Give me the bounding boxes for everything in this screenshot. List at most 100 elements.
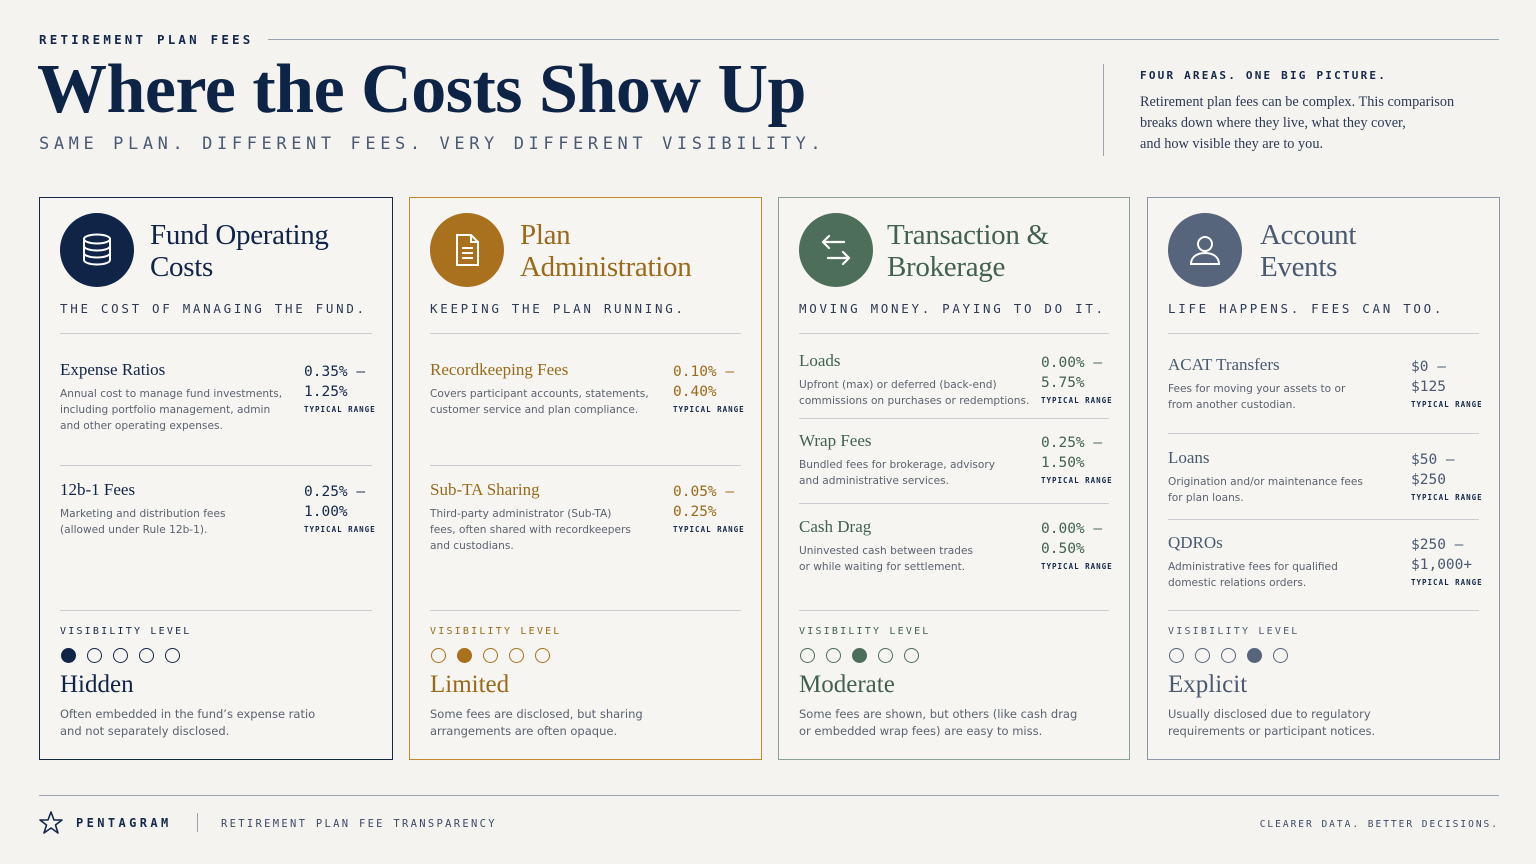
fee-item: Recordkeeping Fees Covers participant ac…	[430, 360, 744, 418]
visibility-label: VISIBILITY LEVEL	[60, 626, 192, 637]
fee-description: Annual cost to manage fund investments, …	[60, 386, 282, 434]
range-value: 0.25%	[673, 504, 717, 520]
fee-range: 0.05% – 0.25% TYPICAL RANGE	[673, 482, 744, 534]
range-value: 1.00%	[304, 504, 348, 520]
fee-name: Recordkeeping Fees	[430, 360, 569, 379]
eyebrow-rule	[267, 38, 1499, 40]
visibility-dot	[139, 648, 154, 663]
fee-desc-line: domestic relations orders.	[1168, 577, 1307, 589]
card-tagline: KEEPING THE PLAN RUNNING.	[430, 301, 686, 316]
fee-desc-line: Origination and/or maintenance fees	[1168, 476, 1363, 488]
fee-name: Sub-TA Sharing	[430, 480, 540, 499]
visibility-desc-line: Some fees are shown, but others (like ca…	[799, 707, 1078, 721]
range-value: 0.05% –	[673, 484, 735, 500]
visibility-label: VISIBILITY LEVEL	[430, 626, 562, 637]
visibility-desc-line: Some fees are disclosed, but sharing	[430, 707, 643, 721]
divider	[430, 465, 741, 466]
fee-range: 0.10% – 0.40% TYPICAL RANGE	[673, 362, 744, 414]
fee-desc-line: Uninvested cash between trades	[799, 545, 974, 557]
intro-line: and how visible they are to you.	[1140, 136, 1324, 152]
card-title-line: Brokerage	[887, 251, 1006, 283]
visibility-dot	[878, 648, 893, 663]
divider	[799, 503, 1109, 504]
card-title: Transaction & Brokerage	[887, 219, 1049, 283]
fee-item: 12b-1 Fees Marketing and distribution fe…	[60, 480, 376, 538]
visibility-dot	[457, 648, 472, 663]
visibility-dot	[1247, 648, 1262, 663]
visibility-dots	[61, 648, 180, 663]
range-value: 0.25% –	[304, 484, 366, 500]
fee-range: $0 – $125 TYPICAL RANGE	[1411, 357, 1483, 409]
fee-desc-line: and administrative services.	[799, 475, 950, 487]
fee-description: Upfront (max) or deferred (back-end) com…	[799, 377, 1030, 409]
visibility-dot	[1221, 648, 1236, 663]
database-icon	[60, 213, 134, 287]
fee-description: Origination and/or maintenance fees for …	[1168, 474, 1383, 506]
fee-description: Covers participant accounts, statements,…	[430, 386, 649, 418]
visibility-dot	[904, 648, 919, 663]
fee-desc-line: Marketing and distribution fees	[60, 508, 226, 520]
card-title-line: Fund Operating	[150, 219, 329, 251]
fee-desc-line: Fees for moving your assets to or	[1168, 383, 1346, 395]
fee-name: Cash Drag	[799, 517, 872, 536]
divider	[430, 610, 741, 611]
visibility-word: Limited	[430, 671, 510, 698]
fee-item: Wrap Fees Bundled fees for brokerage, ad…	[799, 431, 1113, 489]
visibility-desc-line: or embedded wrap fees) are easy to miss.	[799, 724, 1043, 738]
card-title-line: Plan	[520, 219, 571, 251]
visibility-dot	[1273, 648, 1288, 663]
fee-description: Third-party administrator (Sub-TA) fees,…	[430, 506, 645, 554]
range-caption: TYPICAL RANGE	[1041, 476, 1113, 485]
range-caption: TYPICAL RANGE	[1411, 578, 1483, 587]
visibility-label: VISIBILITY LEVEL	[1168, 626, 1300, 637]
fee-desc-line: Upfront (max) or deferred (back-end)	[799, 379, 997, 391]
visibility-desc-line: Often embedded in the fund’s expense rat…	[60, 707, 316, 721]
card-title-line: Administration	[520, 251, 692, 283]
range-value: 0.10% –	[673, 364, 735, 380]
range-caption: TYPICAL RANGE	[1041, 396, 1113, 405]
fee-desc-line: Covers participant accounts, statements,	[430, 388, 649, 400]
fee-item: Expense Ratios Annual cost to manage fun…	[60, 360, 375, 434]
divider	[1168, 610, 1479, 611]
range-caption: TYPICAL RANGE	[1411, 400, 1483, 409]
fee-desc-line: or while waiting for settlement.	[799, 561, 966, 573]
fee-desc-line: commissions on purchases or redemptions.	[799, 395, 1030, 407]
fee-range: 0.25% – 1.50% TYPICAL RANGE	[1041, 433, 1113, 485]
footer-subtitle: RETIREMENT PLAN FEE TRANSPARENCY	[221, 818, 497, 830]
visibility-dots	[1169, 648, 1288, 663]
visibility-word: Hidden	[60, 671, 134, 698]
fee-name: Wrap Fees	[799, 431, 872, 450]
fee-desc-line: for plan loans.	[1168, 492, 1244, 504]
card-transaction-brokerage: Transaction & Brokerage MOVING MONEY. PA…	[778, 197, 1130, 760]
divider	[799, 333, 1109, 334]
card-tagline: THE COST OF MANAGING THE FUND.	[60, 301, 367, 316]
footer-tagline: CLEARER DATA. BETTER DECISIONS.	[1259, 819, 1499, 830]
visibility-dot	[852, 648, 867, 663]
fee-description: Uninvested cash between trades or while …	[799, 543, 1014, 575]
range-value: $125	[1411, 379, 1446, 395]
fee-desc-line: and custodians.	[430, 540, 514, 552]
visibility-dots	[431, 648, 550, 663]
visibility-dot	[113, 648, 128, 663]
fee-name: Loans	[1168, 448, 1210, 467]
eyebrow-row: RETIREMENT PLAN FEES	[39, 31, 1499, 47]
visibility-dot	[1195, 648, 1210, 663]
visibility-dots	[800, 648, 919, 663]
visibility-desc-line: arrangements are often opaque.	[430, 724, 618, 738]
card-title-line: Account	[1260, 219, 1357, 251]
visibility-dot	[165, 648, 180, 663]
visibility-desc-line: Usually disclosed due to regulatory	[1168, 707, 1371, 721]
fee-desc-line: customer service and plan compliance.	[430, 404, 639, 416]
fee-item: QDROs Administrative fees for qualified …	[1168, 533, 1483, 591]
visibility-label: VISIBILITY LEVEL	[799, 626, 931, 637]
fee-range: 0.25% – 1.00% TYPICAL RANGE	[304, 482, 376, 534]
brand-name: PENTAGRAM	[76, 816, 172, 830]
card-title-line: Events	[1260, 251, 1338, 283]
visibility-desc-line: and not separately disclosed.	[60, 724, 230, 738]
range-value: 5.75%	[1041, 375, 1085, 391]
divider	[1168, 433, 1479, 434]
divider	[60, 610, 372, 611]
range-caption: TYPICAL RANGE	[304, 525, 376, 534]
visibility-dot	[1169, 648, 1184, 663]
fee-range: 0.35% – 1.25% TYPICAL RANGE	[304, 362, 375, 414]
